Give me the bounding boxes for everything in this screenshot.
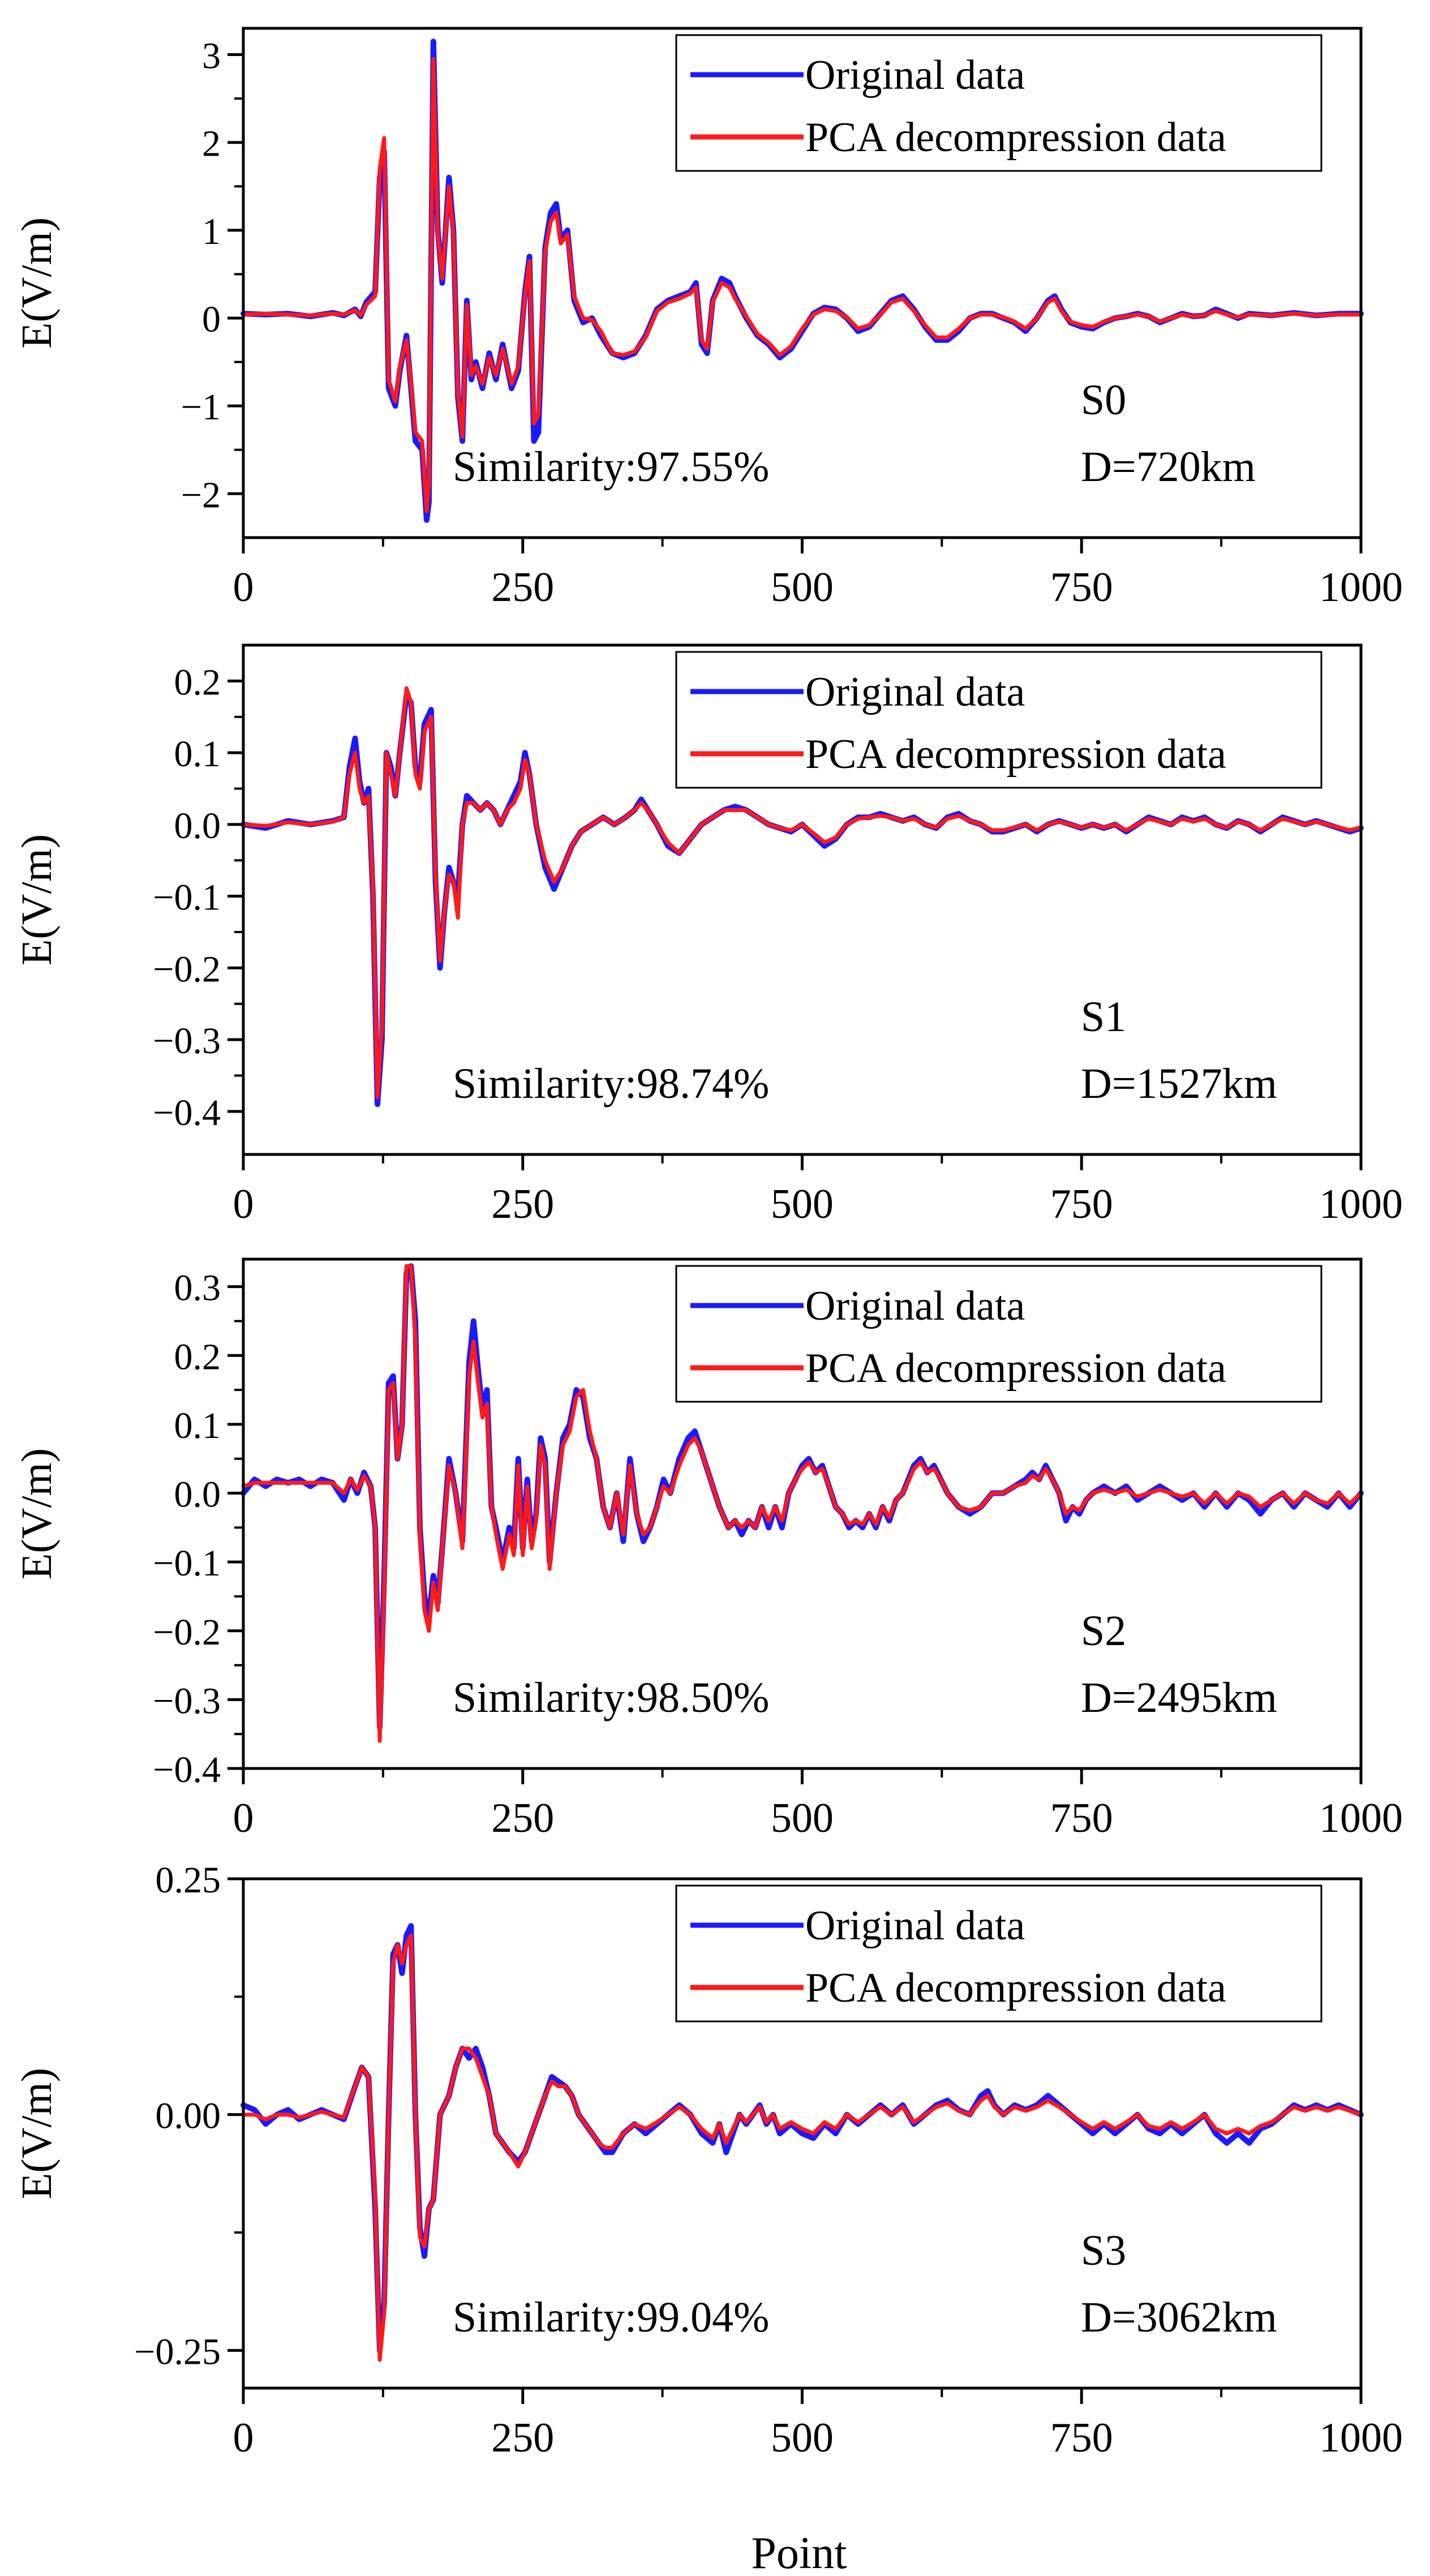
similarity-label: Similarity:98.74% (453, 1060, 769, 1107)
x-tick-label: 250 (491, 1181, 554, 1227)
y-tick-label: −0.2 (153, 1612, 221, 1653)
similarity-label: Similarity:98.50% (453, 1674, 769, 1721)
legend-label-pca: PCA decompression data (805, 731, 1226, 778)
series-line-pca (241, 1933, 1363, 2362)
x-tick-label: 500 (771, 1795, 834, 1841)
y-tick-label: 2 (202, 123, 221, 165)
distance-label: D=720km (1081, 443, 1256, 491)
x-tick-label: 0 (233, 564, 254, 611)
legend-label-pca: PCA decompression data (805, 1965, 1226, 2011)
series-line-pca (241, 57, 1363, 513)
legend: Original data PCA decompression data (675, 34, 1322, 172)
station-label: S1 (1081, 993, 1126, 1041)
legend-box (675, 1884, 1322, 2023)
legend: Original data PCA decompression data (675, 1884, 1322, 2023)
legend-label-pca: PCA decompression data (805, 1345, 1226, 1392)
station-label: S3 (1081, 2227, 1126, 2274)
x-tick-label: 1000 (1319, 564, 1403, 611)
y-axis-label: E(V/m) (13, 1448, 61, 1579)
station-label: S2 (1081, 1607, 1126, 1655)
y-tick-label: 1 (202, 211, 221, 252)
legend-label-original: Original data (805, 1283, 1025, 1329)
similarity-label: Similarity:97.55% (453, 443, 769, 491)
y-tick-label: 3 (202, 36, 221, 77)
chart-panel-3: 0 250 500 750 1000 −0.25 0.00 0.25 E(V/m) Origina… (13, 1860, 1403, 2461)
chart-panel-2: 0 250 500 750 1000 −0.4 −0.3 −0.2 −0.1 0.0 0.1 0.2 0… (13, 1257, 1403, 1841)
series-line-pca (241, 1264, 1363, 1743)
station-label: S0 (1081, 376, 1126, 424)
x-tick-label: 500 (771, 2415, 834, 2461)
legend-box (675, 34, 1322, 172)
y-tick-label: 0.2 (174, 662, 221, 703)
y-tick-label: −1 (181, 387, 221, 428)
similarity-label: Similarity:99.04% (453, 2294, 769, 2341)
x-tick-label: 1000 (1319, 1795, 1403, 1841)
x-tick-label: 250 (491, 1795, 554, 1841)
y-tick-label: 0.00 (156, 2096, 221, 2137)
legend-box (675, 1265, 1322, 1403)
distance-label: D=3062km (1081, 2294, 1277, 2341)
y-tick-label: −0.3 (153, 1680, 221, 1721)
distance-label: D=1527km (1081, 1060, 1277, 1107)
y-axis-label: E(V/m) (13, 834, 61, 965)
y-tick-label: −0.1 (153, 877, 221, 918)
y-tick-label: 0 (202, 299, 221, 340)
legend-box (675, 651, 1322, 789)
y-tick-label: −0.4 (153, 1092, 221, 1134)
x-tick-label: 1000 (1319, 2415, 1403, 2461)
legend-label-original: Original data (805, 669, 1025, 715)
x-axis-label: Point (751, 2528, 847, 2576)
x-tick-label: 250 (491, 564, 554, 611)
series-line-pca (241, 686, 1363, 1100)
distance-label: D=2495km (1081, 1674, 1277, 1721)
legend-label-original: Original data (805, 1903, 1025, 1949)
y-tick-label: 0.0 (174, 805, 221, 847)
legend: Original data PCA decompression data (675, 1265, 1322, 1403)
x-tick-label: 250 (491, 2415, 554, 2461)
x-tick-label: 750 (1050, 1181, 1113, 1227)
x-tick-label: 500 (771, 1181, 834, 1227)
x-tick-label: 750 (1050, 1795, 1113, 1841)
y-tick-label: −0.3 (153, 1020, 221, 1062)
x-tick-label: 0 (233, 2415, 254, 2461)
y-axis-label: E(V/m) (13, 217, 61, 349)
y-tick-label: 0.25 (156, 1860, 221, 1901)
y-tick-label: −0.4 (153, 1749, 221, 1791)
y-tick-label: −0.25 (134, 2331, 221, 2372)
y-tick-label: −0.2 (153, 948, 221, 990)
y-axis-label: E(V/m) (13, 2068, 61, 2199)
y-tick-label: −2 (181, 474, 221, 516)
x-tick-label: 0 (233, 1181, 254, 1227)
x-tick-label: 1000 (1319, 1181, 1403, 1227)
x-tick-label: 750 (1050, 2415, 1113, 2461)
x-tick-label: 750 (1050, 564, 1113, 611)
y-tick-label: 0.2 (174, 1336, 221, 1377)
y-tick-label: 0.3 (174, 1268, 221, 1309)
legend: Original data PCA decompression data (675, 651, 1322, 789)
x-tick-label: 0 (233, 1795, 254, 1841)
y-tick-label: −0.1 (153, 1543, 221, 1584)
y-tick-label: 0.1 (174, 1405, 221, 1446)
x-tick-label: 500 (771, 564, 834, 611)
chart-panel-1: 0 250 500 750 1000 −0.4 −0.3 −0.2 −0.1 0.0 0.1 0.2 E… (13, 643, 1403, 1227)
legend-label-original: Original data (805, 52, 1025, 98)
legend-label-pca: PCA decompression data (805, 114, 1226, 161)
chart-panel-0: 0 250 500 750 1000 −2 −1 0 1 2 3 E(V/m) Original dat… (13, 27, 1403, 611)
y-tick-label: 0.0 (174, 1474, 221, 1515)
y-tick-label: 0.1 (174, 733, 221, 775)
